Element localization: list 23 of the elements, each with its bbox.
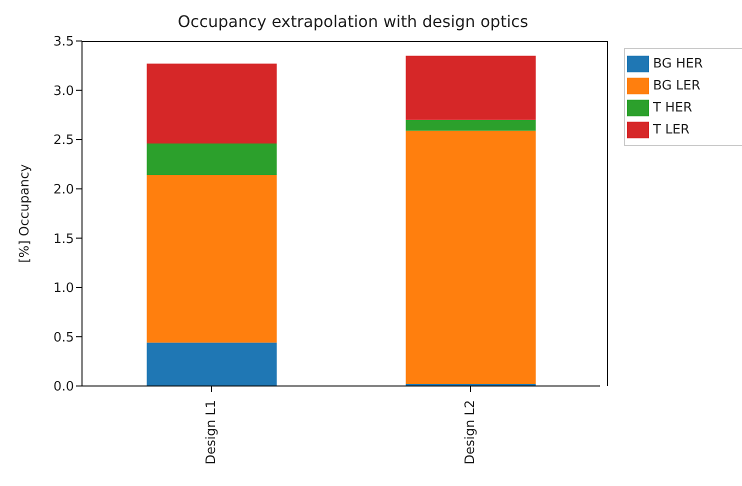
y-tick-label: 3.5 <box>53 34 74 50</box>
bar <box>406 56 536 120</box>
y-tick-label: 1.0 <box>53 281 74 296</box>
y-axis-title: [%] Occupancy <box>18 164 33 263</box>
x-tick-label: Design L2 <box>463 400 478 465</box>
y-tick-label: 0.0 <box>53 380 74 395</box>
bar <box>406 130 536 384</box>
y-tick-label: 2.0 <box>53 182 74 198</box>
legend-label: BG HER <box>653 56 703 72</box>
legend-label: T HER <box>653 100 692 116</box>
bar <box>146 64 277 144</box>
x-tick-label: Design L1 <box>204 400 219 465</box>
bar <box>146 342 277 386</box>
legend-label: T LER <box>653 122 690 138</box>
y-tick-label: 0.5 <box>53 330 74 346</box>
y-tick-label: 1.5 <box>53 232 74 247</box>
bar <box>146 175 277 343</box>
chart-title: Occupancy extrapolation with design optics <box>176 12 530 31</box>
bar <box>146 144 277 176</box>
legend-label: BG LER <box>653 78 700 94</box>
y-tick-label: 2.5 <box>53 133 74 148</box>
bar <box>406 120 536 131</box>
y-tick-label: 3.0 <box>53 84 74 99</box>
